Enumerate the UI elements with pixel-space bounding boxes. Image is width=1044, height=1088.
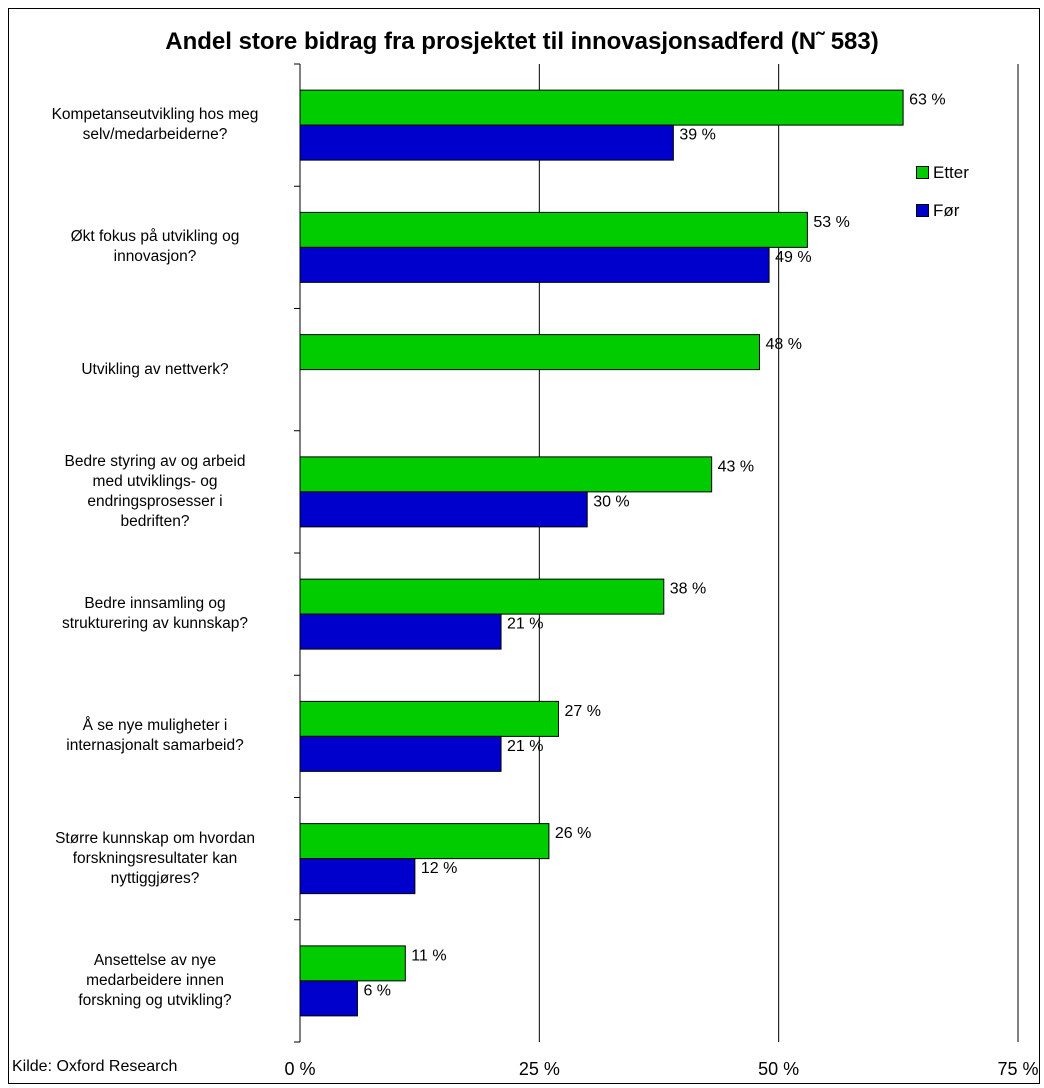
category-label: Bedre styring av og arbeid med utviklings… <box>20 452 290 532</box>
category-label-line: Større kunnskap om hvordan <box>55 829 255 847</box>
category-label: Økt fokus på utvikling og innovasjon? <box>20 227 290 267</box>
legend-swatch <box>916 166 929 180</box>
category-label: Å se nye muligheter i internasjonalt sama… <box>20 716 290 756</box>
bar-etter-4 <box>299 578 665 615</box>
legend-item: Etter <box>916 163 969 183</box>
bar-fr-0 <box>299 124 674 161</box>
category-label-line: endringsprosesser i <box>87 492 223 510</box>
category-label: Utvikling av nettverk? <box>20 360 290 380</box>
bar-fr-7 <box>299 980 358 1017</box>
category-label-line: Bedre innsamling og <box>84 595 226 613</box>
x-tick-label-1: 25 % <box>519 1059 560 1079</box>
category-label: Ansettelse av nye medarbeidere innen forsk… <box>20 951 290 1011</box>
data-label-etter-6: 26 % <box>555 825 591 842</box>
data-label-etter-4: 38 % <box>670 581 706 598</box>
bar-fr-5 <box>299 735 502 772</box>
legend-label: Før <box>933 201 960 220</box>
category-label-line: Utvikling av nettverk? <box>81 360 229 378</box>
bar-fr-6 <box>299 858 416 895</box>
bar-etter-5 <box>299 700 559 737</box>
chart-frame <box>8 8 1040 1084</box>
category-label-line: Å se nye muligheter i <box>82 717 228 735</box>
data-label-fr-1: 49 % <box>775 249 811 266</box>
bar-etter-1 <box>299 211 808 248</box>
data-label-fr-6: 12 % <box>421 860 457 877</box>
category-label-line: Ansettelse av nye <box>93 951 217 969</box>
data-label-fr-7: 6 % <box>363 982 391 999</box>
data-label-fr-3: 30 % <box>593 493 629 510</box>
data-label-etter-5: 27 % <box>564 703 600 720</box>
bar-etter-3 <box>299 456 713 493</box>
category-label-line: forskningsresultater kan <box>72 849 238 867</box>
category-label: Kompetanseutvikling hos meg selv/medarbei… <box>20 105 290 145</box>
data-label-etter-7: 11 % <box>411 947 446 964</box>
bar-etter-0 <box>299 89 904 126</box>
category-label-line: strukturering av kunnskap? <box>61 615 249 633</box>
legend-item: Før <box>916 201 959 221</box>
x-tick-label-0: 0 % <box>284 1059 315 1079</box>
bar-etter-2 <box>299 334 761 371</box>
bar-etter-6 <box>299 823 550 860</box>
category-label-line: Økt fokus på utvikling og <box>70 228 240 246</box>
legend-label: Etter <box>933 163 969 182</box>
data-label-fr-0: 39 % <box>679 127 715 144</box>
data-label-etter-1: 53 % <box>813 214 849 231</box>
category-label-line: Bedre styring av og arbeid <box>64 452 246 470</box>
data-label-etter-3: 43 % <box>718 458 754 475</box>
category-label: Større kunnskap om hvordan forskningsresu… <box>20 829 290 889</box>
legend-swatch <box>916 204 929 218</box>
category-label-line: med utviklings- og <box>92 472 218 490</box>
category-label-line: bedriften? <box>120 512 190 530</box>
category-label-line: forskning og utvikling? <box>78 991 232 1009</box>
category-label: Bedre innsamling og strukturering av kunn… <box>20 594 290 634</box>
x-tick-label-3: 75 % <box>997 1059 1038 1079</box>
category-label-line: Kompetanseutvikling hos meg <box>51 106 259 124</box>
category-label-line: nyttiggjøres? <box>110 869 200 887</box>
category-label-line: internasjonalt samarbeid? <box>66 737 244 755</box>
bar-fr-1 <box>299 246 770 283</box>
data-label-fr-4: 21 % <box>507 616 543 633</box>
bar-etter-7 <box>299 945 406 982</box>
bar-fr-4 <box>299 613 502 650</box>
category-label-line: medarbeidere innen <box>86 971 224 989</box>
data-label-etter-0: 63 % <box>909 92 945 109</box>
data-label-etter-2: 48 % <box>766 336 802 353</box>
category-label-line: innovasjon? <box>113 248 197 266</box>
bar-fr-3 <box>299 491 588 528</box>
data-label-fr-5: 21 % <box>507 738 543 755</box>
source-note: Kilde: Oxford Research <box>12 1058 178 1075</box>
chart-title: Andel store bidrag fra prosjektet til in… <box>165 28 879 55</box>
category-label-line: selv/medarbeiderne? <box>82 126 228 144</box>
x-tick-label-2: 50 % <box>758 1059 799 1079</box>
